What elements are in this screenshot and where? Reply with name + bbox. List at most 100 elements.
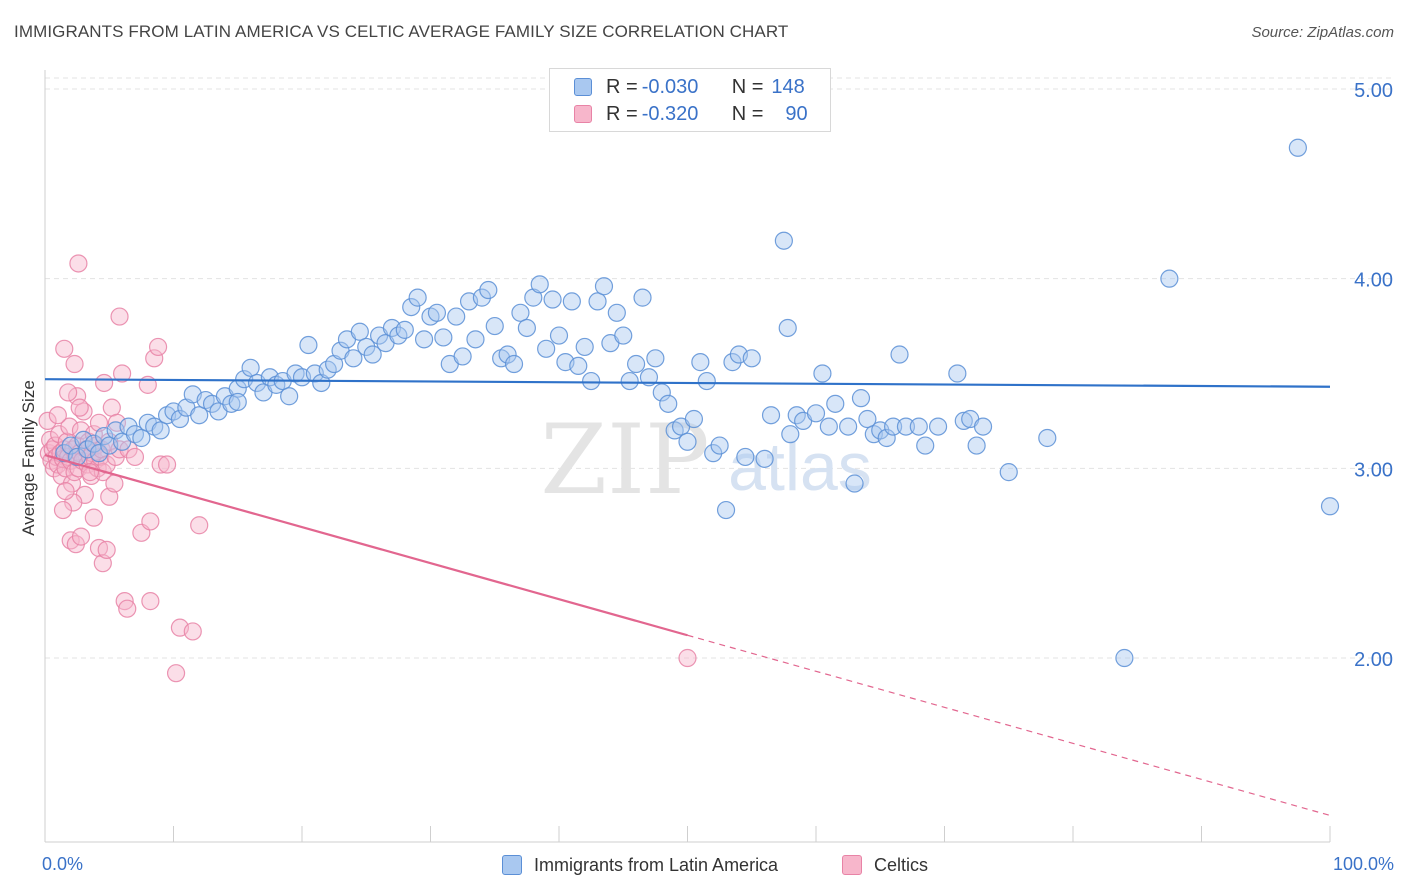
latin-america-point-81 (562, 292, 581, 311)
latin-america-point-123 (851, 389, 871, 408)
latin-america-point-86 (594, 277, 614, 296)
latin-america-point-93 (639, 368, 659, 387)
latin-america-point-88 (607, 303, 626, 322)
y-axis-label: Average Family Size (19, 380, 38, 536)
trend-lines (44, 378, 1331, 817)
celtics-point-68 (105, 474, 124, 493)
latin-america-point-77 (537, 339, 556, 358)
latin-america-point-67 (472, 288, 491, 307)
latin-america-point-13 (132, 428, 151, 448)
latin-america-point-72 (504, 354, 524, 374)
latin-america-point-85 (588, 292, 607, 311)
latin-america-point-79 (549, 326, 569, 345)
latin-america-point-6 (89, 444, 109, 463)
bottom-legend-swatch-pink (842, 855, 862, 875)
latin-america-point-60 (427, 303, 447, 322)
latin-america-point-135 (954, 411, 973, 431)
celtics-point-54 (59, 383, 78, 402)
latin-america-point-130 (896, 417, 916, 436)
latin-america-point-5 (84, 434, 103, 453)
celtics-point-47 (102, 398, 121, 417)
trend-line-celtics-extrapolated (687, 634, 1331, 817)
latin-america-point-94 (646, 349, 665, 368)
latin-america-point-143 (1288, 138, 1307, 157)
watermark-atlas: atlas (728, 429, 872, 505)
latin-america-point-50 (363, 345, 382, 364)
latin-america-point-119 (819, 417, 838, 436)
latin-america-point-27 (222, 394, 241, 413)
latin-america-point-11 (119, 417, 138, 436)
celtics-point-87 (190, 516, 209, 535)
latin-america-point-56 (402, 298, 421, 317)
latin-america-point-139 (999, 463, 1018, 482)
latin-america-point-61 (434, 328, 453, 347)
latin-america-point-96 (659, 394, 678, 413)
trend-line-latin-america (44, 378, 1331, 388)
celtics-point-76 (141, 512, 160, 531)
latin-america-point-111 (761, 406, 781, 425)
celtics-point-0 (38, 411, 57, 431)
latin-america-point-7 (95, 426, 114, 446)
celtics-point-71 (110, 307, 129, 326)
latin-america-point-133 (928, 417, 948, 436)
celtics-point-52 (68, 387, 87, 406)
celtics-point-72 (119, 440, 138, 459)
celtics-point-64 (97, 540, 116, 559)
latin-america-point-2 (68, 447, 87, 467)
latin-america-point-118 (813, 364, 832, 383)
latin-america-point-91 (626, 354, 646, 374)
latin-america-point-69 (485, 316, 504, 336)
y-tick-label-3: 5.00 (1354, 80, 1393, 102)
latin-america-point-103 (704, 444, 723, 463)
y-tick-label-1: 3.00 (1354, 459, 1393, 481)
celtics-point-70 (112, 364, 132, 383)
celtics-point-57 (53, 500, 73, 520)
celtics-point-73 (125, 447, 145, 467)
latin-america-point-76 (530, 275, 549, 294)
latin-america-point-104 (710, 436, 729, 455)
latin-america-point-128 (883, 417, 903, 436)
latin-america-point-57 (408, 288, 427, 307)
latin-america-point-101 (691, 353, 710, 372)
celtics-point-84 (166, 664, 186, 683)
celtics-point-44 (95, 373, 114, 393)
latin-america-point-63 (447, 307, 466, 326)
latin-america-point-102 (697, 371, 716, 391)
latin-america-point-71 (498, 345, 517, 364)
latin-america-point-110 (755, 449, 774, 468)
latin-america-point-68 (479, 280, 498, 300)
legend-n-label: N = (731, 102, 764, 125)
celtics-point-79 (151, 455, 170, 474)
latin-america-point-141 (1115, 648, 1134, 668)
latin-america-point-112 (774, 231, 793, 250)
legend-swatch-pink (574, 105, 592, 123)
celtics-point-89 (678, 648, 697, 668)
latin-america-point-127 (877, 428, 896, 448)
latin-america-point-108 (736, 447, 755, 467)
legend-row-celtics: R = -0.320 N = 90 (574, 101, 808, 127)
legend-n-value: 148 (771, 75, 805, 98)
latin-america-point-121 (839, 417, 858, 436)
bottom-legend-label: Immigrants from Latin America (534, 854, 779, 875)
latin-america-point-64 (453, 347, 472, 366)
celtics-point-83 (141, 592, 160, 611)
celtics-point-66 (84, 508, 103, 527)
legend-swatch-blue (574, 78, 592, 96)
bottom-legend-latin-america: Immigrants from Latin America (502, 852, 778, 878)
celtics-point-55 (69, 254, 88, 273)
bottom-legend-celtics: Celtics (842, 852, 928, 878)
x-tick-label-1: 100.0% (1333, 854, 1394, 874)
latin-america-point-105 (716, 500, 736, 520)
latin-america-point-90 (620, 371, 639, 391)
series-immigrants-from-latin-america (55, 138, 1340, 668)
celtics-point-78 (148, 337, 168, 357)
latin-america-point-100 (684, 409, 704, 429)
latin-america-point-140 (1038, 428, 1057, 448)
latin-america-point-142 (1160, 269, 1179, 288)
latin-america-point-95 (652, 383, 671, 402)
latin-america-point-82 (569, 356, 588, 376)
celtics-point-88 (48, 406, 67, 425)
latin-america-point-106 (723, 353, 742, 372)
legend-r-label: R = (606, 102, 638, 125)
x-tick-label-0: 0.0% (42, 854, 83, 874)
